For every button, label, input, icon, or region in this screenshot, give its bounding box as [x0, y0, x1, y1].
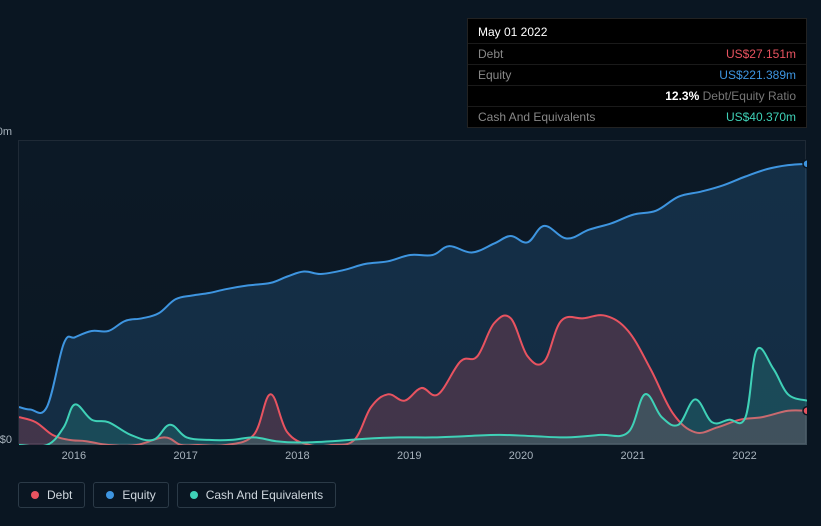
tooltip-row-label: Cash And Equivalents [478, 110, 595, 124]
tooltip-row-label: Equity [478, 68, 511, 82]
chart-svg [19, 141, 807, 445]
end-marker-equity [803, 160, 807, 168]
tooltip-row-value: US$40.370m [726, 110, 796, 124]
tooltip-row: Cash And Equivalents US$40.370m [468, 106, 806, 127]
legend-label: Debt [47, 488, 72, 502]
legend-label: Cash And Equivalents [206, 488, 323, 502]
tooltip-panel: May 01 2022 Debt US$27.151m Equity US$221.3… [467, 18, 807, 128]
tooltip-row: 12.3% Debt/Equity Ratio [468, 85, 806, 106]
x-tick-label: 2019 [397, 450, 421, 462]
tooltip-row: Debt US$27.151m [468, 43, 806, 64]
x-tick-label: 2020 [509, 450, 533, 462]
legend-dot-icon [31, 491, 39, 499]
x-tick-label: 2022 [732, 450, 756, 462]
x-tick-label: 2021 [621, 450, 645, 462]
legend-dot-icon [190, 491, 198, 499]
x-tick-label: 2016 [62, 450, 86, 462]
legend-label: Equity [122, 488, 155, 502]
tooltip-row: Equity US$221.389m [468, 64, 806, 85]
legend: Debt Equity Cash And Equivalents [18, 482, 336, 508]
legend-item-cash[interactable]: Cash And Equivalents [177, 482, 336, 508]
x-tick-label: 2017 [173, 450, 197, 462]
x-tick-label: 2018 [285, 450, 309, 462]
legend-dot-icon [106, 491, 114, 499]
legend-item-equity[interactable]: Equity [93, 482, 168, 508]
tooltip-ratio: 12.3% Debt/Equity Ratio [665, 89, 796, 103]
tooltip-row-value: US$27.151m [726, 47, 796, 61]
legend-item-debt[interactable]: Debt [18, 482, 85, 508]
tooltip-row-label: Debt [478, 47, 503, 61]
plot-area[interactable] [18, 140, 806, 444]
y-axis-label-max: US$240m [0, 126, 12, 138]
y-axis-label-min: US$0 [0, 434, 12, 444]
chart-container: US$240m US$0 201620172018201920202021202… [18, 140, 806, 444]
x-axis: 2016 2017 2018 2019 2020 2021 2022 [18, 444, 806, 464]
end-marker-debt [803, 407, 807, 415]
tooltip-row-value: US$221.389m [719, 68, 796, 82]
tooltip-date: May 01 2022 [468, 19, 806, 43]
